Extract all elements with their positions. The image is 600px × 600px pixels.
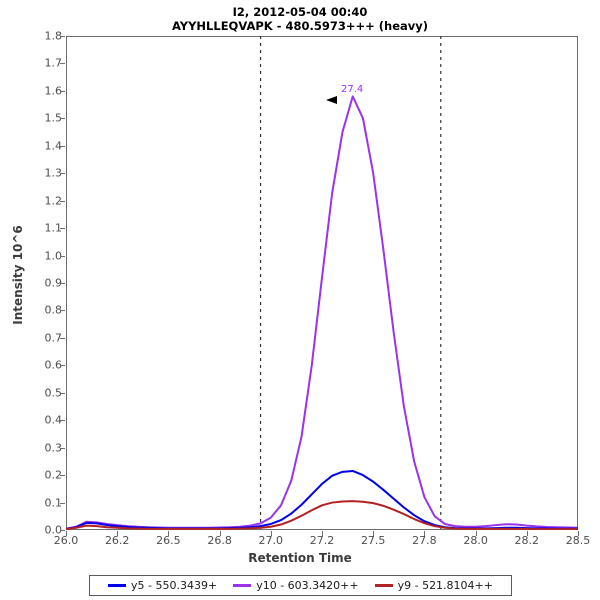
x-axis-tick-labels: 26.0 26.2 26.5 26.8 27.0 27.2 27.5 27.8 28.0 28.2… xyxy=(0,534,600,554)
x-axis-tick-label: 27.5 xyxy=(360,534,386,547)
x-axis-tick-mark xyxy=(578,531,579,536)
y-axis-tick-label: 0.4 xyxy=(44,413,63,427)
y-axis-tick-labels: 0.0 0.1 0.2 0.3 0.4 0.5 0.6 0.7 0.8 0.9 1.0 1.1 1.2 1… xyxy=(14,0,63,600)
x-axis-tick-label: 28.0 xyxy=(463,534,488,547)
y-axis-tick-label: 1.0 xyxy=(44,249,63,263)
trace-line xyxy=(66,469,578,530)
x-axis-tick-label: 27.2 xyxy=(309,534,335,547)
legend[interactable]: y5 - 550.3439+ y10 - 603.3420++ y9 - 521.8… xyxy=(89,575,512,596)
peak-apex-label: 27.4 xyxy=(341,84,364,95)
y-axis-tick-mark xyxy=(60,256,65,257)
y-axis-tick-mark xyxy=(60,283,65,284)
y-axis-tick-label: 1.6 xyxy=(44,84,63,98)
x-axis-tick-label: 27.0 xyxy=(258,534,284,547)
y-axis-tick-mark xyxy=(60,503,65,504)
y-axis-tick-mark xyxy=(60,173,65,174)
trace-line xyxy=(66,95,578,530)
y-axis-tick-label: 1.3 xyxy=(44,166,63,180)
legend-item[interactable]: y10 - 603.3420++ xyxy=(233,579,359,592)
y-axis-tick-mark xyxy=(60,448,65,449)
y-axis-tick-label: 1.5 xyxy=(44,111,63,125)
x-axis-tick-mark xyxy=(373,531,374,536)
x-axis-tick-mark xyxy=(527,531,528,536)
y-axis-tick-label: 0.8 xyxy=(44,303,63,317)
y-axis-tick-label: 0.1 xyxy=(44,496,63,510)
y-axis-tick-label: 1.4 xyxy=(44,139,63,153)
x-axis-tick-label: 28.5 xyxy=(565,534,591,547)
y-axis-tick-marks xyxy=(60,0,66,600)
legend-item-label: y5 - 550.3439+ xyxy=(131,579,218,592)
y-axis-tick-label: 0.2 xyxy=(44,468,63,482)
legend-item-label: y10 - 603.3420++ xyxy=(256,579,359,592)
x-axis-tick-mark xyxy=(117,531,118,536)
y-axis-tick-mark xyxy=(60,420,65,421)
x-axis-tick-mark xyxy=(220,531,221,536)
y-axis-tick-mark xyxy=(60,338,65,339)
y-axis-tick-label: 0.5 xyxy=(44,386,63,400)
y-axis-tick-mark xyxy=(60,201,65,202)
chart-title-line-2: AYYHLLEQVAPK - 480.5973+++ (heavy) xyxy=(171,19,429,33)
legend-item-label: y9 - 521.8104++ xyxy=(397,579,493,592)
y-axis-tick-label: 0.7 xyxy=(44,331,63,345)
x-axis-tick-mark xyxy=(322,531,323,536)
y-axis-tick-label: 1.7 xyxy=(44,56,63,70)
x-axis-tick-label: 28.2 xyxy=(514,534,540,547)
x-axis-title: Retention Time xyxy=(248,551,352,565)
x-axis-tick-mark xyxy=(168,531,169,536)
y-axis-tick-mark xyxy=(60,530,65,531)
trace-line xyxy=(66,500,578,530)
peak-apex-arrow-icon xyxy=(326,96,337,104)
y-axis-tick-mark xyxy=(60,310,65,311)
y-axis-tick-label: 0.0 xyxy=(44,523,63,537)
y-axis-tick-label: 1.1 xyxy=(44,221,63,235)
x-axis-tick-mark xyxy=(424,531,425,536)
y-axis-tick-mark xyxy=(60,365,65,366)
x-axis-tick-mark xyxy=(476,531,477,536)
y-axis-tick-mark xyxy=(60,63,65,64)
x-axis-tick-mark xyxy=(271,531,272,536)
y-axis-tick-label: 0.9 xyxy=(44,276,63,290)
y-axis-tick-label: 0.3 xyxy=(44,441,63,455)
y-axis-tick-label: 1.8 xyxy=(44,29,63,43)
legend-color-swatch xyxy=(233,584,252,587)
y-axis-tick-mark xyxy=(60,393,65,394)
y-axis-tick-mark xyxy=(60,91,65,92)
y-axis-tick-mark xyxy=(60,475,65,476)
legend-color-swatch xyxy=(374,584,393,587)
y-axis-tick-mark xyxy=(60,228,65,229)
legend-item[interactable]: y9 - 521.8104++ xyxy=(374,579,493,592)
legend-color-swatch xyxy=(108,584,127,587)
legend-item[interactable]: y5 - 550.3439+ xyxy=(108,579,217,592)
trace-group xyxy=(66,95,578,530)
x-axis-tick-label: 26.5 xyxy=(156,534,181,547)
chart-title-block: I2, 2012-05-04 00:40 AYYHLLEQVAPK - 480.… xyxy=(0,5,600,33)
x-axis-tick-marks xyxy=(0,531,600,537)
x-axis-tick-label: 27.8 xyxy=(412,534,437,547)
chart-title-line-1: I2, 2012-05-04 00:40 xyxy=(232,5,368,19)
y-axis-tick-mark xyxy=(60,146,65,147)
y-axis-tick-mark xyxy=(60,36,65,37)
x-axis-tick-mark xyxy=(66,531,67,536)
y-axis-tick-label: 1.2 xyxy=(44,194,63,208)
chromatogram-traces xyxy=(66,36,578,530)
x-axis-tick-label: 26.8 xyxy=(207,534,232,547)
integration-boundary-lines[interactable] xyxy=(259,36,442,530)
y-axis-tick-mark xyxy=(60,118,65,119)
x-axis-tick-label: 26.2 xyxy=(104,534,130,547)
y-axis-title: Intensity 10^6 xyxy=(11,225,25,325)
x-axis-tick-label: 26.0 xyxy=(53,534,79,547)
y-axis-tick-label: 0.6 xyxy=(44,358,63,372)
